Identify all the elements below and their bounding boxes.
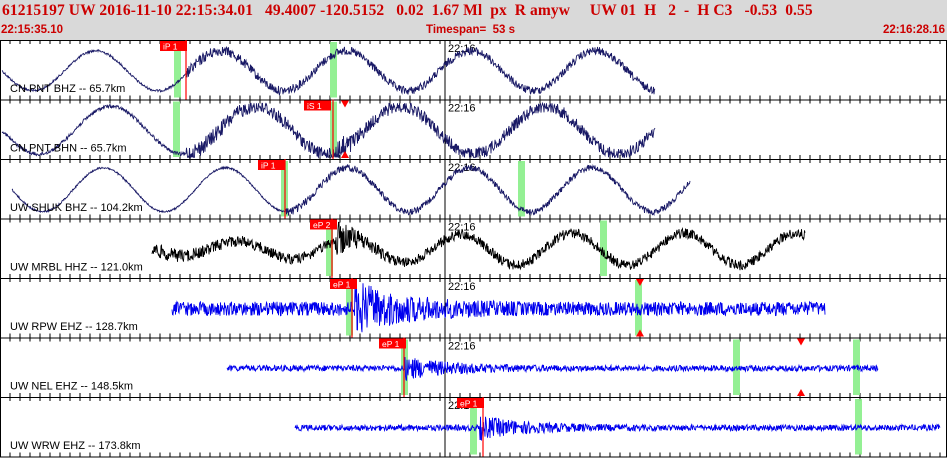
station-label: UW RPW EHZ -- 128.7km — [10, 321, 138, 333]
pick-flag-label: iS 1 — [307, 101, 322, 111]
pick-flag[interactable] — [379, 338, 406, 349]
pick-flag[interactable] — [457, 398, 484, 408]
phase-marker[interactable] — [470, 399, 477, 455]
timespan: Timespan= 53 s — [426, 24, 515, 36]
waveform-trace[interactable] — [1, 101, 656, 160]
minute-label: 22:16 — [448, 281, 476, 293]
minute-label: 22:16 — [448, 341, 476, 353]
pick-triangle-bottom[interactable] — [636, 329, 644, 337]
station-label: CN PNT BHZ -- 65.7km — [10, 83, 125, 95]
trace-panel[interactable]: 22:16 eP 1 UW RPW EHZ -- 128.7km — [0, 278, 947, 339]
pick-flag[interactable] — [310, 219, 337, 230]
phase-marker[interactable] — [173, 101, 180, 158]
station-label: UW MRBL HHZ -- 121.0km — [10, 262, 143, 274]
pick-triangle-top[interactable] — [341, 100, 349, 108]
pick-triangle-top[interactable] — [636, 279, 644, 286]
phase-marker[interactable] — [174, 42, 181, 98]
pick-flag[interactable] — [258, 160, 285, 170]
event-title: 61215197 UW 2016-11-10 22:15:34.01 49.40… — [2, 2, 813, 19]
minute-label: 22:16 — [448, 222, 476, 234]
pick-triangle-bottom[interactable] — [341, 151, 349, 158]
end-time: 22:16:28.16 — [883, 24, 946, 36]
pick-flag-label: eP 1 — [460, 399, 478, 409]
pick-flag[interactable] — [304, 100, 331, 111]
waveform-trace[interactable] — [294, 416, 941, 441]
pick-flag-label: iP 1 — [261, 161, 276, 171]
seismogram-panel: 22:16 iP 1 CN PNT BHZ -- 65.7km 22:16 iS 1 CN… — [0, 40, 947, 458]
waveform-trace[interactable] — [151, 221, 806, 271]
minute-label: 22:16 — [448, 103, 476, 115]
station-label: UW WRW EHZ -- 173.8km — [10, 440, 141, 452]
waveform-trace[interactable] — [171, 281, 826, 333]
pick-flag[interactable] — [160, 41, 187, 51]
pick-flag-label: eP 1 — [333, 280, 351, 290]
trace-panel[interactable]: 22:16 eP 2 UW MRBL HHZ -- 121.0km — [0, 218, 947, 279]
waveform-trace[interactable] — [1, 45, 656, 97]
start-time: 22:15:35.10 — [1, 24, 64, 36]
pick-flag-label: iP 1 — [163, 42, 178, 52]
header-bar: 61215197 UW 2016-11-10 22:15:34.01 49.40… — [0, 0, 947, 40]
pick-flag-label: eP 2 — [313, 220, 331, 230]
station-label: UW SHUK BHZ -- 104.2km — [10, 202, 143, 214]
phase-marker[interactable] — [326, 220, 333, 277]
pick-triangle-bottom[interactable] — [797, 389, 805, 396]
phase-marker[interactable] — [346, 280, 353, 336]
trace-panel[interactable]: 22:16 iS 1 CN PNT BHN -- 65.7km — [0, 99, 947, 160]
station-label: CN PNT BHN -- 65.7km — [10, 143, 127, 155]
phase-marker[interactable] — [330, 42, 337, 98]
trace-panel[interactable]: 22:16 eP 1 UW NEL EHZ -- 148.5km — [0, 337, 947, 398]
pick-flag[interactable] — [330, 279, 357, 289]
waveform-trace[interactable] — [11, 164, 691, 217]
waveform-trace[interactable] — [226, 356, 879, 381]
pick-triangle-top[interactable] — [797, 338, 805, 346]
phase-marker[interactable] — [518, 161, 525, 217]
phase-marker[interactable] — [600, 220, 607, 277]
pick-flag-label: eP 1 — [382, 339, 400, 349]
station-label: UW NEL EHZ -- 148.5km — [10, 381, 133, 393]
phase-marker[interactable] — [853, 339, 860, 396]
